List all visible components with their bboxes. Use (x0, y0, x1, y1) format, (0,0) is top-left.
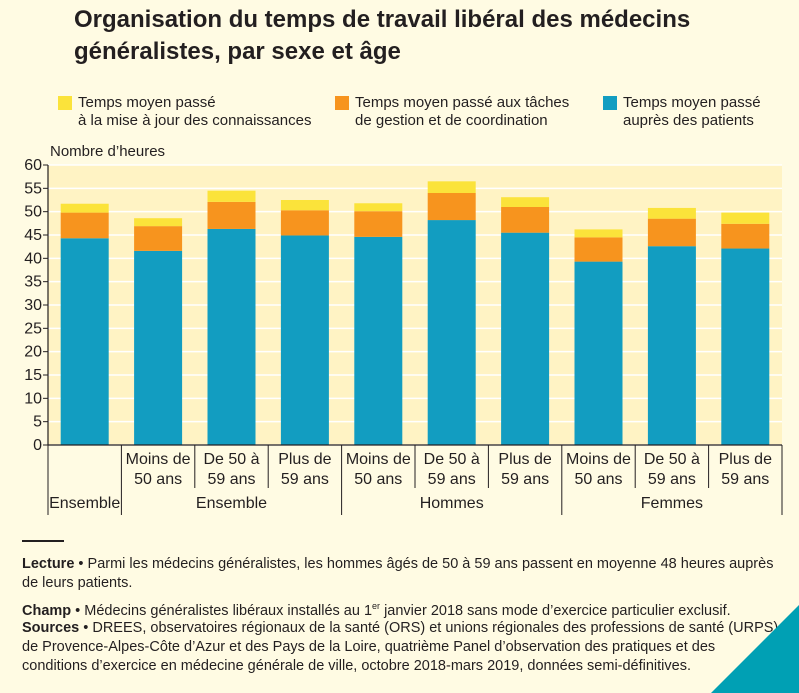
legend-swatch-connaissances (58, 96, 72, 110)
x-category-label: Plus de (719, 451, 772, 468)
y-tick-label: 15 (24, 367, 42, 384)
y-tick-label: 35 (24, 274, 42, 291)
bar-patients (280, 235, 329, 445)
y-tick-label: 50 (24, 204, 42, 221)
bar-connaissances (427, 181, 476, 193)
y-tick-label: 20 (24, 344, 42, 361)
bar-patients (134, 250, 183, 445)
y-tick-label: 30 (24, 297, 42, 314)
bar-patients (647, 246, 696, 445)
x-group-label: Ensemble (196, 495, 267, 512)
bar-connaissances (207, 190, 256, 202)
y-tick-label: 55 (24, 180, 42, 197)
bar-patients (574, 261, 623, 445)
bar-connaissances (60, 203, 109, 213)
y-tick-label: 5 (33, 414, 42, 431)
bar-patients (354, 236, 403, 445)
y-tick-label: 25 (24, 320, 42, 337)
x-category-label: 59 ans (281, 471, 329, 488)
x-category-label: De 50 à (644, 451, 700, 468)
note-champ: Champ • Médecins généralistes libéraux i… (22, 601, 731, 619)
bar-gestion (501, 207, 550, 233)
x-category-label: 59 ans (721, 471, 769, 488)
bar-gestion (280, 210, 329, 236)
legend-label-connaissances: Temps moyen passé à la mise à jour des c… (78, 94, 312, 129)
bar-patients (207, 228, 256, 445)
note-sources: Sources • DREES, observatoires régionaux… (22, 620, 779, 674)
legend-label-patients: Temps moyen passé auprès des patients (623, 94, 761, 129)
y-tick-label: 60 (24, 157, 42, 174)
x-category-label: 50 ans (134, 471, 182, 488)
x-category-label: Plus de (278, 451, 331, 468)
bar-connaissances (134, 218, 183, 227)
x-category-label: 59 ans (207, 471, 255, 488)
bar-gestion (354, 211, 403, 237)
bar-gestion (60, 212, 109, 239)
bar-gestion (574, 237, 623, 262)
y-tick-label: 0 (33, 437, 42, 454)
bar-connaissances (354, 203, 403, 212)
x-group-label: Hommes (420, 495, 484, 512)
legend-label-gestion: Temps moyen passé aux tâches de gestion … (355, 94, 570, 129)
bar-patients (721, 248, 770, 445)
x-category-label: De 50 à (203, 451, 259, 468)
bar-gestion (647, 218, 696, 247)
x-category-label: Plus de (498, 451, 551, 468)
legend-swatch-patients (603, 96, 617, 110)
y-axis-label: Nombre d’heures (50, 143, 166, 160)
bar-connaissances (280, 200, 329, 211)
bar-connaissances (647, 207, 696, 219)
chart-title: Organisation du temps de travail libéral… (74, 6, 691, 65)
bar-gestion (207, 201, 256, 229)
x-category-label: De 50 à (424, 451, 480, 468)
y-tick-label: 10 (24, 390, 42, 407)
x-group-label: Femmes (641, 495, 703, 512)
x-category-label: Moins de (566, 451, 631, 468)
bar-gestion (721, 223, 770, 249)
footer-divider (22, 540, 64, 542)
bar-gestion (134, 226, 183, 251)
x-group-label: Ensemble (49, 495, 120, 512)
bar-patients (60, 238, 109, 445)
x-category-label: 50 ans (354, 471, 402, 488)
bar-connaissances (501, 197, 550, 207)
y-tick-label: 40 (24, 250, 42, 267)
x-category-label: 50 ans (574, 471, 622, 488)
bar-gestion (427, 193, 476, 221)
x-category-label: Moins de (346, 451, 411, 468)
note-lecture: Lecture • Parmi les médecins généraliste… (22, 556, 774, 591)
x-category-label: 59 ans (428, 471, 476, 488)
decorative-corner (711, 605, 799, 693)
x-category-label: 59 ans (501, 471, 549, 488)
stacked-bar-chart: 0 5 10 15 20 25 30 35 40 45 50 55 60 Moins de 50 ans De… (24, 157, 783, 515)
x-category-label: 59 ans (648, 471, 696, 488)
legend-swatch-gestion (335, 96, 349, 110)
y-tick-label: 45 (24, 227, 42, 244)
bar-patients (427, 220, 476, 445)
x-category-label: Moins de (126, 451, 191, 468)
bar-patients (501, 232, 550, 445)
bar-connaissances (721, 212, 770, 224)
bar-connaissances (574, 229, 623, 238)
